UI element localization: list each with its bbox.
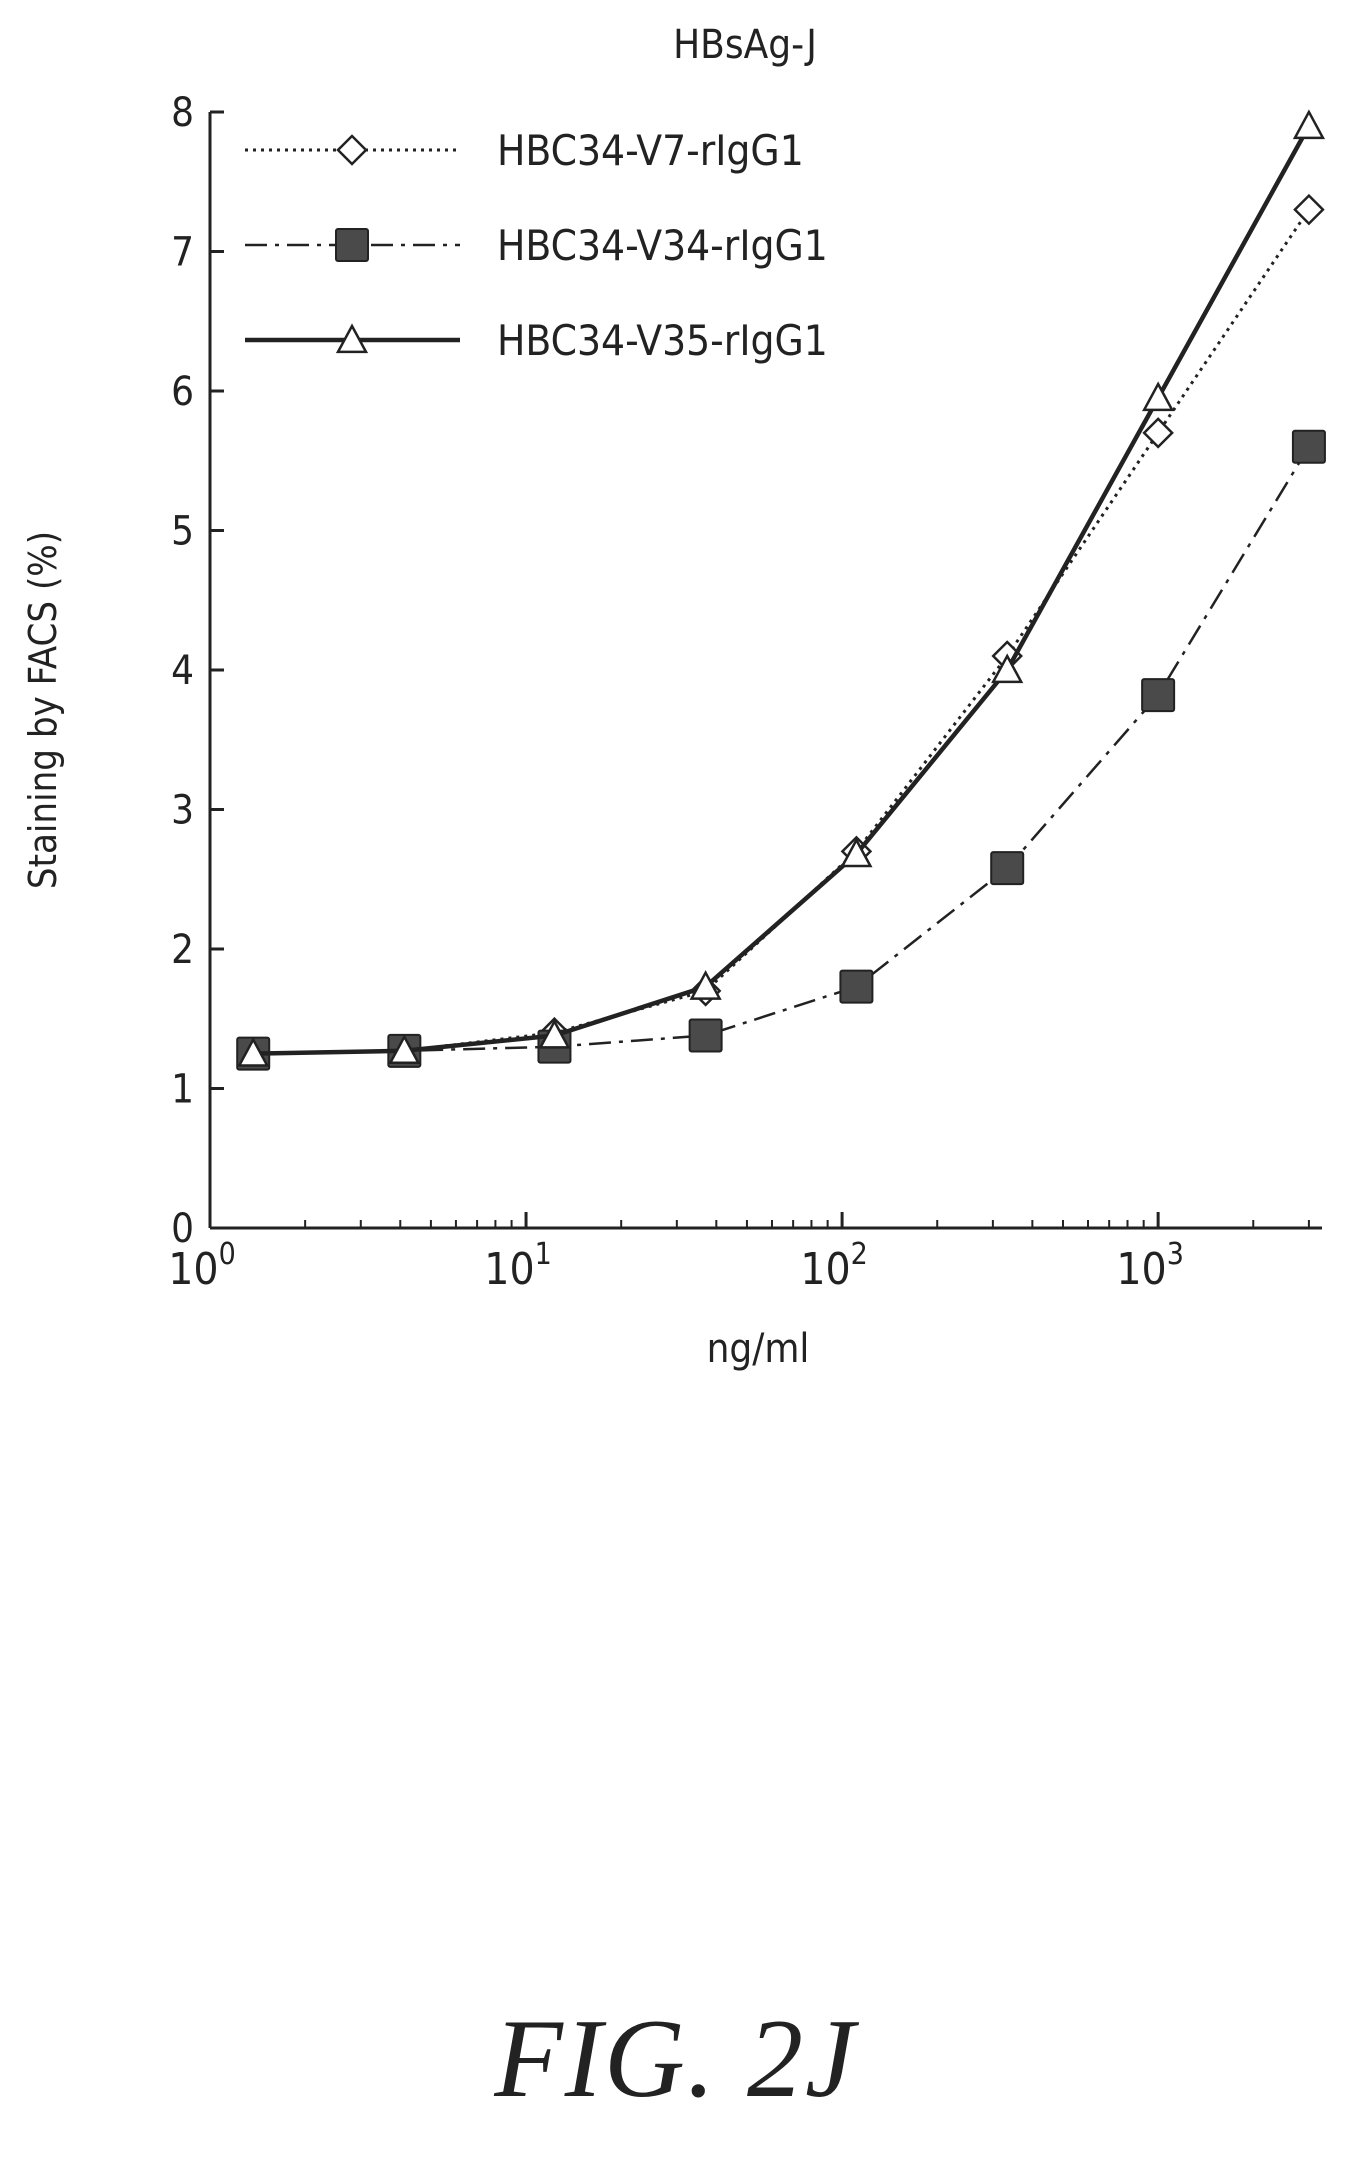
data-point-triangle (1292, 109, 1326, 140)
legend-entry-1: HBC34-V7-rIgG1 (245, 126, 804, 175)
data-point-diamond (336, 134, 368, 166)
x-axis-label: ng/ml (707, 1326, 810, 1372)
data-point-diamond (1142, 417, 1174, 449)
series-3 (237, 109, 1326, 1067)
data-point-triangle (840, 837, 873, 868)
data-point-triangle (335, 323, 369, 354)
legend-label: HBC34-V35-rIgG1 (497, 316, 828, 365)
data-point-triangle (538, 1018, 571, 1049)
axes: 0 1 2 3 4 5 6 7 8 100 101 102 103 (168, 90, 1322, 1295)
y-tick-label: 6 (171, 369, 194, 415)
series-line (253, 124, 1311, 1056)
series-layer (236, 109, 1326, 1071)
x-tick-label: 101 (484, 1237, 552, 1295)
data-point-diamond (1293, 193, 1325, 226)
legend-entry-2: HBC34-V34-rIgG1 (245, 221, 828, 270)
legend-entry-3: HBC34-V35-rIgG1 (245, 316, 828, 365)
chart-title: HBsAg-J (673, 22, 817, 68)
y-tick-label: 0 (171, 1206, 194, 1252)
x-tick-label: 102 (800, 1237, 868, 1295)
x-tick-label: 103 (1116, 1237, 1184, 1295)
data-point-triangle (689, 970, 722, 1000)
data-point-triangle (1142, 381, 1175, 412)
y-tick-label: 1 (171, 1067, 194, 1113)
series-line (253, 446, 1310, 1055)
data-point-triangle (991, 653, 1024, 684)
y-tick-label: 7 (171, 230, 194, 276)
legend-label: HBC34-V7-rIgG1 (497, 126, 804, 175)
legend: HBC34-V7-rIgG1 HBC34-V34-rIgG1 HBC34-V35-r… (245, 126, 828, 365)
series-2 (236, 429, 1326, 1071)
data-point-square (1291, 429, 1326, 464)
legend-label: HBC34-V34-rIgG1 (497, 221, 828, 270)
x-tick-label: 100 (168, 1237, 236, 1295)
data-point-triangle (237, 1036, 270, 1067)
y-tick-label: 5 (171, 509, 194, 555)
data-point-square (990, 851, 1025, 886)
data-point-triangle (388, 1034, 421, 1064)
y-tick-label: 8 (171, 90, 194, 136)
data-point-square (1141, 678, 1176, 713)
y-axis-label: Staining by FACS (%) (21, 531, 65, 889)
data-point-square (839, 969, 874, 1004)
y-tick-label: 3 (171, 788, 194, 834)
y-tick-label: 4 (171, 648, 194, 694)
line-chart: HBsAg-J 0 1 2 3 4 5 6 7 8 100 101 102 103 HBC34-V7-r… (21, 22, 1326, 1372)
y-tick-label: 2 (171, 927, 194, 973)
data-point-square (688, 1018, 723, 1053)
data-point-square (335, 228, 369, 262)
figure-caption: FIG. 2J (494, 1997, 857, 2121)
